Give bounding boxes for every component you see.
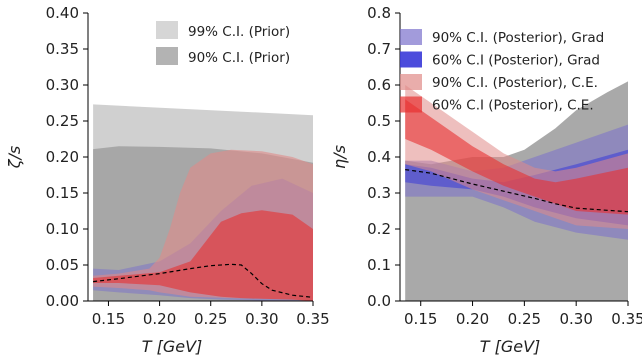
y-tick-label: 0.05 bbox=[46, 256, 79, 274]
y-tick-label: 0.7 bbox=[367, 40, 391, 58]
x-tick-label: 0.20 bbox=[456, 310, 489, 328]
x-tick-label: 0.30 bbox=[245, 310, 278, 328]
x-tick-label: 0.25 bbox=[194, 310, 227, 328]
legend-swatch-99-c-i-prior bbox=[156, 21, 178, 39]
legend-label-90-c-i-posterior-grad: 90% C.I. (Posterior), Grad bbox=[432, 30, 604, 46]
y-tick-label: 0.8 bbox=[367, 4, 391, 22]
x-axis-title: T [GeV] bbox=[480, 337, 541, 356]
x-tick-label: 0.35 bbox=[296, 310, 329, 328]
y-axis-title: η/s bbox=[330, 145, 349, 169]
y-tick-label: 0.40 bbox=[46, 4, 79, 22]
y-axis-title: ζ/s bbox=[5, 146, 24, 169]
y-tick-label: 0.6 bbox=[367, 76, 391, 94]
x-axis-title: T [GeV] bbox=[142, 337, 203, 356]
legend-swatch-90-c-i-prior bbox=[156, 47, 178, 65]
legend-label-60-c-i-posterior-c-e: 60% C.I (Posterior), C.E. bbox=[432, 98, 594, 114]
y-tick-label: 0.30 bbox=[46, 76, 79, 94]
band-60-c-i-posterior-c-e bbox=[93, 210, 313, 301]
legend-swatch-60-c-i-posterior-grad bbox=[400, 51, 422, 68]
legend-swatch-60-c-i-posterior-c-e bbox=[400, 96, 422, 113]
legend: 90% C.I. (Posterior), Grad 60% C.I (Poste… bbox=[400, 29, 604, 114]
y-tick-label: 0.1 bbox=[367, 256, 391, 274]
panel-2: 0.0 0.1 0.2 0.3 0.4 0.5 0.6 0.7 0.8 0.15 0.20 0.25 0… bbox=[330, 4, 642, 356]
y-tick-label: 0.20 bbox=[46, 148, 79, 166]
legend-label-90-c-i-posterior-c-e: 90% C.I. (Posterior), C.E. bbox=[432, 75, 598, 91]
legend-label-90-c-i-prior: 90% C.I. (Prior) bbox=[188, 50, 290, 66]
legend-label-60-c-i-posterior-grad: 60% C.I (Posterior), Grad bbox=[432, 53, 600, 69]
y-tick-label: 0.4 bbox=[367, 148, 391, 166]
x-tick-label: 0.25 bbox=[508, 310, 541, 328]
y-tick-label: 0.15 bbox=[46, 184, 79, 202]
y-tick-label: 0.5 bbox=[367, 112, 391, 130]
y-tick-label: 0.3 bbox=[367, 184, 391, 202]
y-tick-label: 0.35 bbox=[46, 40, 79, 58]
x-tick-label: 0.15 bbox=[404, 310, 437, 328]
panel-1: 0.00 0.05 0.10 0.15 0.20 0.25 0.30 0.35 0.40 0.15… bbox=[5, 4, 330, 356]
line-mean bbox=[93, 263, 314, 298]
x-tick-label: 0.30 bbox=[559, 310, 592, 328]
legend-label-99-c-i-prior: 99% C.I. (Prior) bbox=[188, 24, 290, 40]
band-60-c-i-posterior-c-e bbox=[405, 99, 628, 215]
legend-swatch-90-c-i-posterior-c-e bbox=[400, 74, 422, 90]
line-mean bbox=[405, 169, 629, 213]
x-tick-label: 0.35 bbox=[611, 310, 642, 328]
y-tick-label: 0.00 bbox=[46, 292, 79, 310]
legend: 99% C.I. (Prior) 90% C.I. (Prior) bbox=[156, 21, 290, 66]
x-tick-label: 0.20 bbox=[143, 310, 176, 328]
x-tick-label: 0.15 bbox=[92, 310, 125, 328]
y-tick-label: 0.0 bbox=[367, 292, 391, 310]
y-tick-label: 0.25 bbox=[46, 112, 79, 130]
legend-swatch-90-c-i-posterior-grad bbox=[400, 29, 422, 45]
y-tick-label: 0.2 bbox=[367, 220, 391, 238]
y-tick-label: 0.10 bbox=[46, 220, 79, 238]
